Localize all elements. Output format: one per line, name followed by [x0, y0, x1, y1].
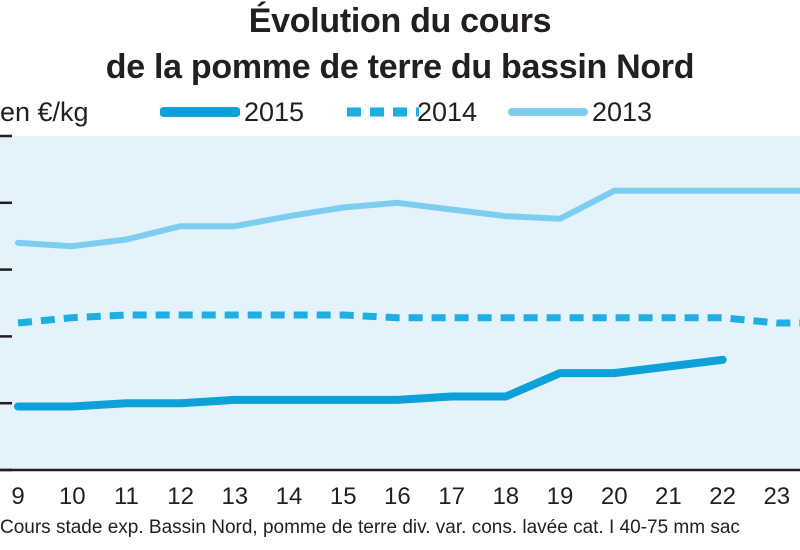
x-tick-label-13: 13: [221, 483, 248, 510]
x-tick-label-21: 21: [655, 483, 682, 510]
x-tick-label-17: 17: [438, 483, 465, 510]
x-tick-label-10: 10: [59, 483, 86, 510]
x-tick-label-11: 11: [114, 483, 139, 510]
x-tick-label-23: 23: [763, 483, 790, 510]
x-tick-label-22: 22: [709, 483, 736, 510]
legend-label-2014: 2014: [417, 97, 478, 127]
x-tick-label-20: 20: [601, 483, 628, 510]
legend-swatch-2013: [508, 108, 588, 116]
legend-item-2015: 2015: [160, 96, 320, 128]
x-tick-label-18: 18: [492, 483, 519, 510]
x-tick-label-14: 14: [276, 483, 303, 510]
legend-item-2014: 2014: [343, 96, 503, 128]
chart-title-line1: Évolution du cours: [248, 2, 552, 40]
series-line-2013: [15, 187, 800, 250]
legend-item-2013: 2013: [508, 96, 668, 128]
y-axis-unit-label: en €/kg: [0, 97, 89, 127]
x-tick-label-16: 16: [384, 483, 411, 510]
series-line-2014: [17, 311, 800, 327]
chart-title-line2: de la pomme de terre du bassin Nord: [105, 48, 695, 86]
x-tick-label-19: 19: [547, 483, 574, 510]
series-line-2015: [14, 355, 727, 411]
legend-label-2013: 2013: [592, 97, 653, 127]
x-tick-label-9: 9: [11, 483, 24, 510]
line-chart: 9 10 11 12 13 14 15 16 17 18 19 20 21 22 23: [0, 134, 800, 510]
x-tick-label-15: 15: [330, 483, 357, 510]
legend-swatch-2014: [347, 107, 419, 117]
footnote: Cours stade exp. Bassin Nord, pomme de t…: [0, 517, 740, 538]
plot-background: [0, 136, 800, 470]
legend-label-2015: 2015: [244, 97, 305, 127]
legend-swatch-2015: [160, 107, 240, 117]
x-tick-label-12: 12: [167, 483, 194, 510]
